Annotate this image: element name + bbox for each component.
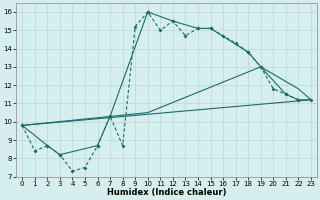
X-axis label: Humidex (Indice chaleur): Humidex (Indice chaleur) (107, 188, 226, 197)
